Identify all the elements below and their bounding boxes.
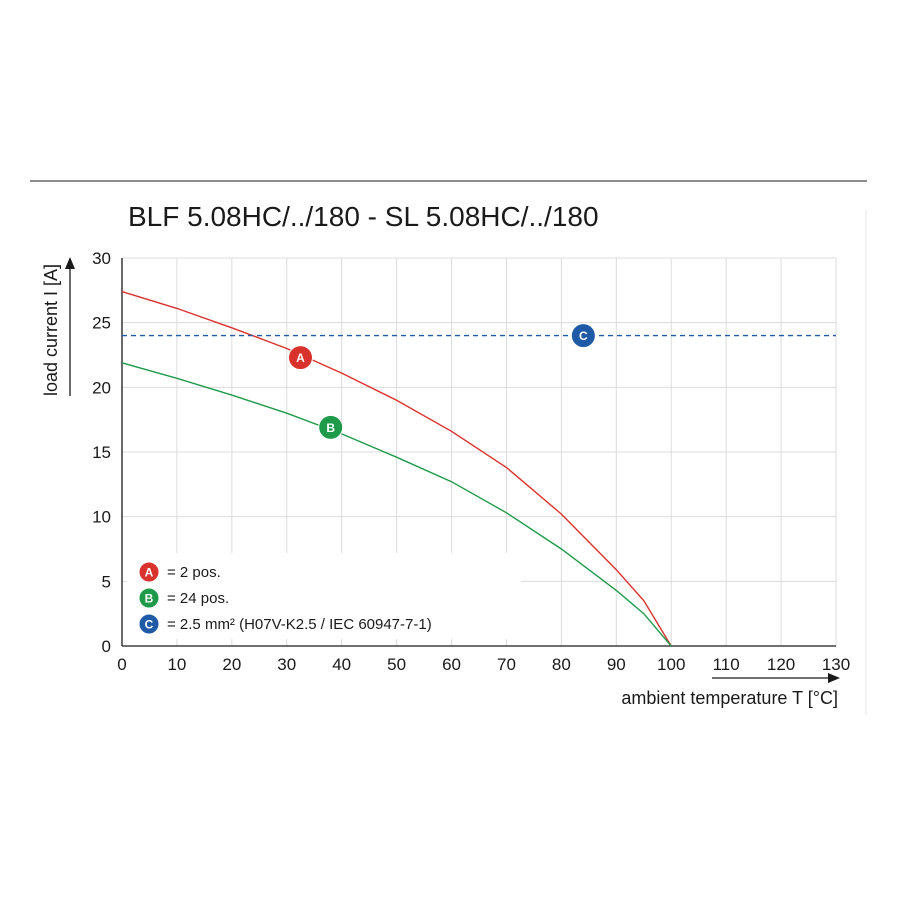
grid: [122, 257, 837, 646]
legend-badge-a-circle: [138, 561, 160, 583]
legend-badge-c-circle: [138, 613, 160, 635]
series-marker-b-circle: [318, 414, 344, 440]
x-tick-label: 90: [607, 655, 626, 674]
x-tick-label: 30: [277, 655, 296, 674]
x-tick-label: 100: [657, 655, 685, 674]
legend-badge-a: A: [138, 561, 160, 583]
series-marker-a-letter: A: [296, 351, 305, 365]
y-tick-label: 5: [102, 572, 111, 591]
x-tick-label: 110: [713, 655, 740, 674]
x-tick-label: 0: [117, 655, 126, 674]
series-layer: ABC: [121, 290, 836, 647]
legend-badge-b-letter: B: [145, 592, 154, 606]
y-tick-label: 15: [92, 443, 111, 462]
x-tick-label: 60: [442, 655, 461, 674]
x-tick-label: 70: [497, 655, 516, 674]
legend-badge-a-letter: A: [145, 566, 154, 580]
series-marker-b-letter: B: [326, 421, 335, 435]
y-tick-label: 0: [102, 637, 111, 656]
y-axis-arrow-head: [65, 257, 75, 269]
legend-text-b: = 24 pos.: [167, 590, 229, 607]
series-marker-a-circle: [288, 345, 313, 371]
legend-badge-b-circle: [138, 587, 160, 609]
y-axis-label: load current I [A]: [41, 264, 61, 396]
y-tick-label: 25: [92, 314, 111, 333]
x-tick-label: 20: [222, 655, 241, 674]
x-tick-label: 10: [167, 655, 186, 674]
series-marker-c: C: [570, 323, 596, 349]
legend: A = 2 pos. B = 24 pos. C = 2.5 mm² (H07V-K2.5…: [138, 561, 432, 635]
legend-backdrop: [127, 553, 521, 639]
x-axis-label: ambient temperature T [°C]: [621, 688, 838, 708]
series-marker-a: A: [288, 345, 313, 371]
x-axis-arrow-head: [828, 673, 840, 683]
x-tick-label: 80: [552, 655, 571, 674]
chart-title: BLF 5.08HC/../180 - SL 5.08HC/../180: [128, 201, 599, 232]
legend-text-a: = 2 pos.: [167, 564, 221, 581]
y-tick-label: 30: [92, 249, 111, 268]
x-tick-label: 40: [332, 655, 351, 674]
x-tick-label: 130: [822, 655, 850, 674]
series-marker-c-letter: C: [579, 329, 588, 343]
series-marker-b: B: [318, 414, 344, 440]
legend-badge-b: B: [138, 587, 160, 609]
legend-text-c: = 2.5 mm² (H07V-K2.5 / IEC 60947-7-1): [167, 616, 432, 633]
series-line-a: [121, 290, 672, 647]
tick-labels: 0 10 20 30 40 50 60 70 80 90 100 110 120 130 0 5 10 15 20 2…: [92, 249, 850, 674]
y-tick-label: 10: [92, 508, 111, 527]
legend-badge-c: C: [138, 613, 160, 635]
x-tick-label: 120: [767, 655, 795, 674]
axes: [65, 257, 840, 683]
series-line-b: [121, 362, 672, 647]
y-tick-label: 20: [92, 378, 111, 397]
series-marker-c-circle: [570, 323, 596, 349]
legend-badge-c-letter: C: [145, 618, 154, 632]
x-tick-label: 50: [387, 655, 406, 674]
